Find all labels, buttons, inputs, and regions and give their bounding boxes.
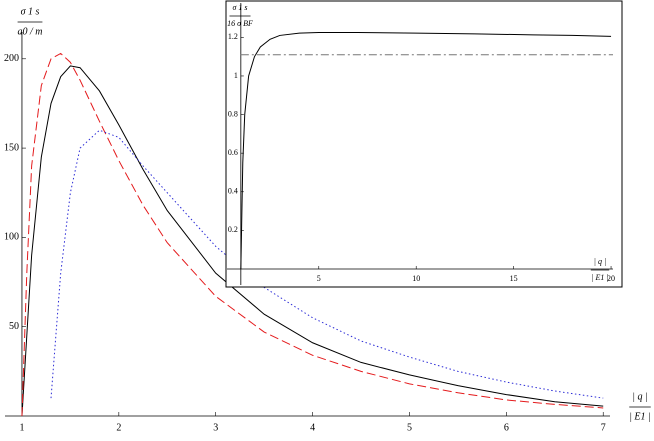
y-axis-label-denominator: a0 / m xyxy=(18,26,43,37)
y-tick-label: 0.4 xyxy=(228,187,238,196)
series-line xyxy=(21,65,604,417)
x-tick-label: 5 xyxy=(407,422,412,433)
y-tick-label: 50 xyxy=(9,321,19,332)
x-tick-label: 1 xyxy=(19,422,24,433)
y-tick-label: 150 xyxy=(4,142,19,153)
x-tick-label: 5 xyxy=(317,274,321,283)
y-axis-label-denominator: 16 σ BF xyxy=(227,19,253,28)
inset-chart: 5 10 15 20 0.2 0.4 0.6 0.8 1 1.2 | q | | E1 | σ 1 s 1… xyxy=(225,0,623,288)
x-tick-label: 7 xyxy=(601,422,606,433)
y-tick-label: 0.2 xyxy=(228,225,238,234)
x-axis-label-numerator: | q | xyxy=(632,391,648,402)
x-tick-label: 4 xyxy=(310,422,315,433)
series-line xyxy=(50,129,604,399)
series-line xyxy=(21,52,604,417)
y-tick-label: 100 xyxy=(4,232,19,243)
x-tick-label: 10 xyxy=(412,274,420,283)
y-tick-label: 200 xyxy=(4,53,19,64)
x-tick-label: 6 xyxy=(504,422,509,433)
y-tick-label: 0.8 xyxy=(228,109,238,118)
x-tick-label: 2 xyxy=(116,422,121,433)
y-tick-label: 1 xyxy=(234,71,238,80)
main-chart: 1 2 3 4 5 6 7 50 100 150 200 | q | | E1 | σ 1 s a0 / m xyxy=(4,6,651,433)
x-tick-label: 3 xyxy=(213,422,218,433)
inset-frame xyxy=(225,0,623,288)
y-axis-label-numerator: σ 1 s xyxy=(21,6,40,17)
x-axis-label-denominator: | E1 | xyxy=(591,273,608,282)
series-line xyxy=(240,32,612,269)
x-tick-label: 15 xyxy=(510,274,518,283)
y-tick-label: 1.2 xyxy=(228,32,238,41)
x-axis-label-numerator: | q | xyxy=(594,257,606,266)
y-axis-label-numerator: σ 1 s xyxy=(232,3,247,12)
x-axis-label-denominator: | E1 | xyxy=(629,411,651,422)
y-tick-label: 0.6 xyxy=(228,148,238,157)
x-tick-label: 20 xyxy=(607,274,615,283)
